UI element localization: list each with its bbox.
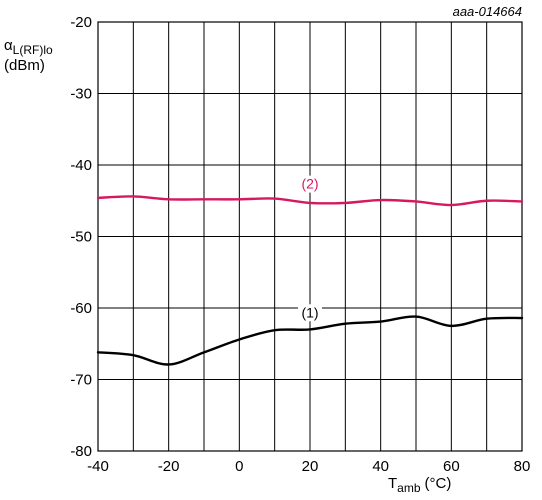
x-tick-label: 0	[235, 458, 243, 475]
series-lines: (1) (2)	[96, 175, 524, 366]
x-tick-label: -40	[87, 458, 109, 475]
y-axis-unit: (dBm)	[4, 57, 45, 74]
x-tick-label: -20	[158, 458, 180, 475]
x-tick-label: 80	[514, 458, 531, 475]
y-tick-label: -60	[70, 300, 92, 317]
series-label-background	[298, 175, 322, 193]
x-tick-label: 20	[302, 458, 319, 475]
y-axis-subscript: L(RF)lo	[13, 43, 53, 57]
x-axis-main: T	[388, 475, 397, 492]
plot-frame	[97, 21, 523, 452]
series-line-1	[96, 315, 524, 366]
figure-id: aaa-014664	[453, 4, 522, 19]
y-tick-label: -80	[70, 443, 92, 460]
series-label-2: (2)	[301, 176, 318, 192]
y-axis-label: αL(RF)lo	[4, 37, 53, 57]
y-tick-label: -30	[70, 86, 92, 103]
x-tick-label: 60	[443, 458, 460, 475]
y-tick-label: -40	[70, 157, 92, 174]
y-tick-label: -50	[70, 229, 92, 246]
tick-labels: -40 -20 0 20 40 60 80 -20 -30 -40 -50 -60 -70 -80	[70, 14, 530, 475]
series-label-background	[298, 304, 322, 322]
x-tick-label: 40	[372, 458, 389, 475]
series-line-2	[96, 195, 524, 207]
x-axis-label: Tamb (°C)	[388, 475, 451, 495]
x-axis-subscript: amb	[397, 481, 421, 495]
grid	[97, 21, 523, 452]
y-axis-symbol: α	[4, 37, 13, 54]
x-axis-unit: (°C)	[425, 475, 452, 492]
series-label-1: (1)	[301, 304, 318, 320]
y-tick-label: -70	[70, 372, 92, 389]
y-tick-label: -20	[70, 14, 92, 31]
